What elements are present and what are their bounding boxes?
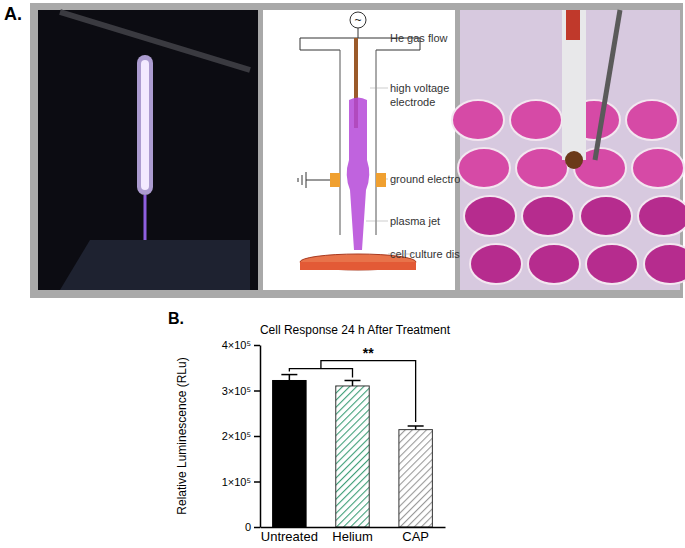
leader-line [386,179,388,180]
bar [273,380,306,527]
photo-well [580,196,632,236]
photo-cap [566,10,580,40]
diagram-label: He gas flow [390,32,448,44]
error-bar-cap [281,374,297,376]
x-tick: Untreated [261,527,318,544]
panel-frame [30,3,683,298]
y-tick-label: 2×10⁵ [222,430,251,442]
y-tick: 1×10⁵ [222,476,260,488]
figure-svg: A.~He gas flowhigh voltageelectrodegroun… [0,0,685,548]
photo-well [452,100,504,140]
ac-symbol: ~ [354,13,361,27]
y-tick-mark [254,390,260,392]
significance-label: ** [363,345,374,361]
plasma [347,98,370,251]
photo-glow [137,55,153,195]
y-tick-mark [254,527,260,529]
error-bar-stem [289,375,291,381]
y-tick-mark [254,345,260,347]
ground-electrode-right [376,173,386,187]
leader-line [366,221,388,222]
y-tick-mark [254,481,260,483]
y-tick-mark [254,436,260,438]
y-axis: 0 1×10⁵ 2×10⁵ 3×10⁵ 4×10⁵ [222,339,261,533]
photo-well [644,244,685,284]
chart-title: Cell Response 24 h After Treatment [260,323,451,337]
ground-electrode-left [330,173,340,187]
y-tick-label: 4×10⁵ [222,339,251,351]
x-tick: CAP [402,527,429,544]
plot-area [273,375,433,527]
bar [336,386,369,527]
photo-well [632,148,684,188]
photo-well [470,244,522,284]
culture-dish-wall [300,262,416,270]
photo-well [638,196,685,236]
wire [358,28,359,38]
photo-well [626,100,678,140]
error-bar-cap [345,380,361,382]
bracket-group [289,369,352,378]
error-bar [345,380,361,385]
photo-well [528,244,580,284]
bar [399,430,432,527]
y-tick: 3×10⁵ [222,385,260,397]
photo-well [458,148,510,188]
photo-well [464,196,516,236]
x-tick: Helium [332,527,372,544]
error-bar-cap [408,425,424,427]
y-tick: 4×10⁵ [222,339,260,351]
photo-well [516,148,568,188]
x-axis: Untreated Helium CAP [261,527,446,544]
leader-line [388,254,414,255]
error-bar [281,375,297,381]
x-axis-line [261,527,446,529]
y-tick-label: 3×10⁵ [222,385,251,397]
diagram-label: electrode [390,96,435,108]
photo-well [510,100,562,140]
error-bar-stem [352,380,354,385]
ac-source [350,12,366,28]
photo-right [452,10,685,290]
photo-well [586,244,638,284]
photo-probe [595,10,620,160]
diagram-label: high voltage [390,82,449,94]
bracket-main [321,361,416,422]
photo-tip [565,151,583,169]
ground-symbol [298,172,330,188]
y-axis-title: Relative Luminescence (RLu) [175,357,189,514]
error-bar [408,426,424,430]
x-tick-label: CAP [402,529,429,544]
x-tick-label: Helium [332,529,372,544]
photo-glow-core [141,60,149,190]
significance-bracket [289,361,415,422]
figure: A.~He gas flowhigh voltageelectrodegroun… [0,0,685,548]
photo-background [38,10,258,290]
photo-tube [60,12,250,70]
panel-label: A. [4,4,22,24]
gas-chamber-floor [300,50,420,51]
photo-plate [60,240,250,290]
y-tick-label: 1×10⁵ [222,476,251,488]
panel-label: B. [168,310,184,327]
photo-well [522,196,574,236]
y-tick-label: 0 [245,521,251,533]
y-tick: 2×10⁵ [222,430,260,442]
photo-tube [562,10,586,160]
diagram-label: plasma jet [390,215,440,227]
diagram: ~He gas flowhigh voltageelectrodeground … [263,10,473,290]
x-tick-label: Untreated [261,529,318,544]
photo-left [38,10,258,290]
y-tick: 0 [245,521,260,533]
leader-line [370,88,388,89]
